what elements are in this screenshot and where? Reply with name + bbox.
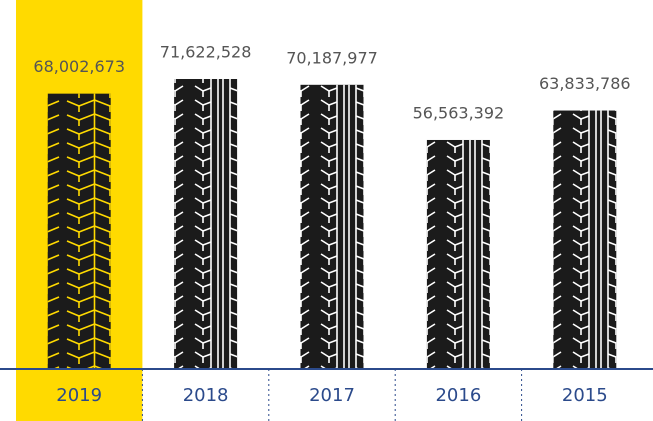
bar-group bbox=[426, 139, 490, 369]
value-label: 68,002,673 bbox=[33, 57, 125, 76]
tread bbox=[47, 93, 111, 370]
x-tick-label: 2018 bbox=[183, 385, 229, 406]
value-label: 63,833,786 bbox=[539, 74, 631, 93]
tread bbox=[553, 110, 617, 370]
bar-group bbox=[553, 110, 617, 370]
tread bbox=[300, 84, 364, 369]
value-label: 71,622,528 bbox=[160, 43, 252, 62]
x-tick-label: 2019 bbox=[56, 385, 102, 406]
bar-group bbox=[47, 93, 111, 370]
tread bbox=[426, 139, 490, 369]
bar-group bbox=[300, 84, 364, 369]
bar-group bbox=[174, 79, 238, 369]
x-tick-label: 2017 bbox=[309, 385, 355, 406]
x-tick-label: 2016 bbox=[435, 385, 481, 406]
tread bbox=[174, 79, 238, 369]
value-label: 70,187,977 bbox=[286, 48, 378, 67]
value-label: 56,563,392 bbox=[413, 103, 505, 122]
x-tick-label: 2015 bbox=[562, 385, 608, 406]
